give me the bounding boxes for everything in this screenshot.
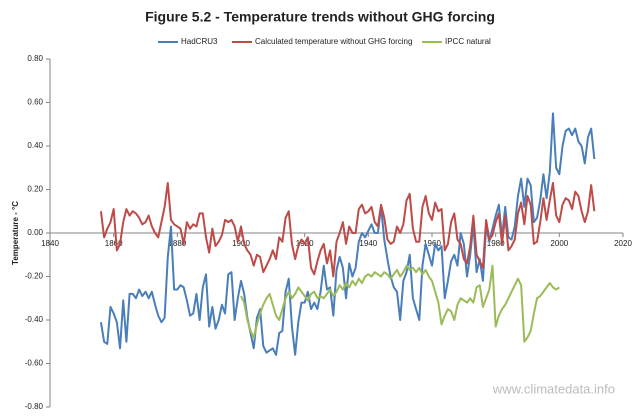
x-tick-label: 1840 (41, 239, 59, 248)
y-axis-label: Temperature - °C (11, 201, 20, 265)
legend-label: Calculated temperature without GHG forci… (255, 37, 412, 46)
y-tick-label: -0.40 (25, 315, 44, 324)
y-tick-label: -0.80 (25, 402, 44, 411)
y-tick-label: -0.20 (25, 272, 44, 281)
legend-label: IPCC natural (445, 37, 491, 46)
y-tick-label: 0.40 (27, 141, 43, 150)
y-tick-label: 0.20 (27, 185, 43, 194)
y-tick-label: 0.60 (27, 98, 43, 107)
x-tick-label: 1960 (423, 239, 441, 248)
watermark: www.climatedata.info (492, 381, 615, 396)
chart-title: Figure 5.2 - Temperature trends without … (145, 9, 495, 25)
legend-label: HadCRU3 (181, 37, 218, 46)
x-tick-label: 1940 (359, 239, 377, 248)
series-line (99, 112, 596, 356)
x-tick-label: 1880 (168, 239, 186, 248)
x-tick-label: 1860 (105, 239, 123, 248)
series-line (240, 264, 560, 343)
series-line (99, 181, 596, 278)
x-tick-label: 1980 (487, 239, 505, 248)
y-tick-label: 0.80 (27, 54, 43, 63)
x-tick-label: 2000 (550, 239, 568, 248)
x-tick-label: 1900 (232, 239, 250, 248)
y-tick-label: 0.00 (27, 228, 43, 237)
y-tick-label: -0.60 (25, 359, 44, 368)
x-tick-label: 2020 (614, 239, 632, 248)
